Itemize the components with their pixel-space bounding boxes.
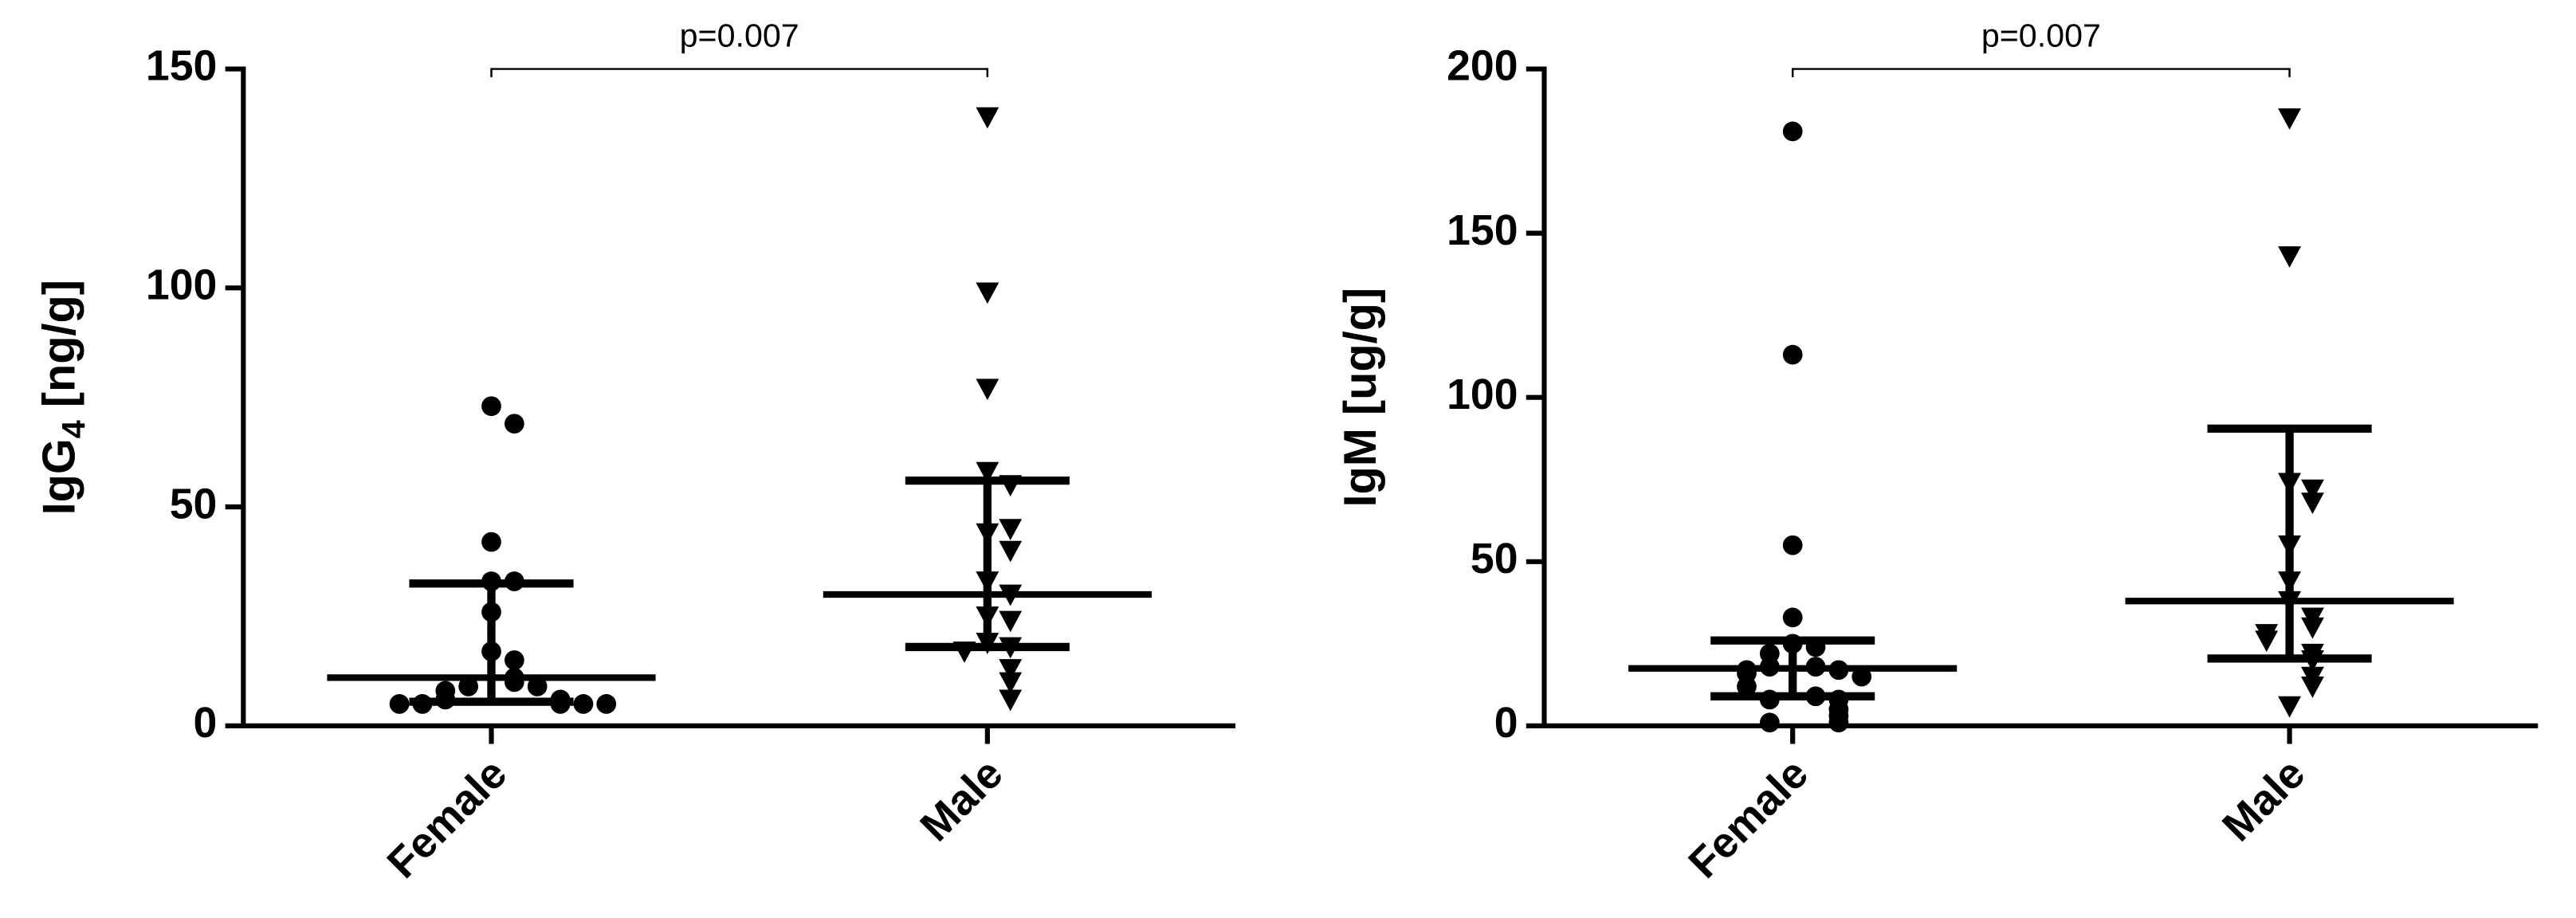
data-point [458,677,479,696]
y-tick-label: 100 [1447,371,1518,418]
y-tick-label: 0 [194,699,218,747]
data-point [2278,108,2302,130]
data-point [976,282,999,304]
data-point [1782,535,1803,555]
y-tick-label: 150 [1447,206,1518,254]
y-label-text: IgM [ug/g] [1335,288,1386,508]
data-point [504,650,524,670]
data-point [2301,492,2324,515]
y-tick-label: 200 [1447,42,1518,90]
data-point [976,107,999,129]
x-tick-label: Female [1679,750,1817,888]
annotation: p=0.007 [680,17,799,53]
annotation: p=0.007 [1981,17,2101,53]
data-point [2278,696,2302,718]
data-point [2301,479,2324,501]
x-tick-label: Male [911,750,1012,851]
significance-bracket [1791,68,2291,77]
data-point [976,379,999,401]
data-point [504,414,524,434]
data-point [573,694,594,714]
x-tick-label: Male [2213,750,2315,851]
y-label-text: IgG [34,438,85,515]
y-label-subscript: 4 [55,420,92,438]
data-point [2255,630,2279,653]
panel: 0 50 100 150 200 IgM [ug/g] Female Male p=0.007 [1335,17,2539,888]
y-tick-label: 100 [146,261,217,308]
data-point [527,677,548,696]
data-point [1782,344,1803,365]
data-point [2278,246,2302,268]
y-axis-label: IgG4 [ng/g] [34,280,92,515]
data-point [999,659,1023,681]
data-point [1782,121,1803,142]
data-point [389,694,410,714]
data-point [999,689,1023,712]
y-tick-label: 150 [146,42,217,90]
data-point [1828,712,1849,733]
y-tick-label: 50 [170,480,218,528]
significance-bracket [490,68,989,77]
data-point [1737,677,1757,696]
data-point [999,672,1023,694]
y-label-rest: [ng/g] [34,280,85,420]
data-point [999,610,1023,633]
data-point [976,461,999,484]
data-point [999,519,1023,541]
y-tick-label: 0 [1494,699,1518,747]
data-point [2301,677,2324,698]
x-tick-label: Female [378,750,516,888]
data-point [1782,607,1803,628]
data-point [481,396,501,417]
data-point [481,532,501,552]
data-point [1759,712,1780,733]
data-point [596,694,617,714]
data-point [2301,617,2324,639]
data-point [999,540,1023,563]
panel: 0 50 100 150 IgG4 [ng/g] Female Male p=0.007 [34,17,1236,888]
y-axis-label: IgM [ug/g] [1335,288,1386,508]
y-tick-label: 50 [1471,535,1518,583]
